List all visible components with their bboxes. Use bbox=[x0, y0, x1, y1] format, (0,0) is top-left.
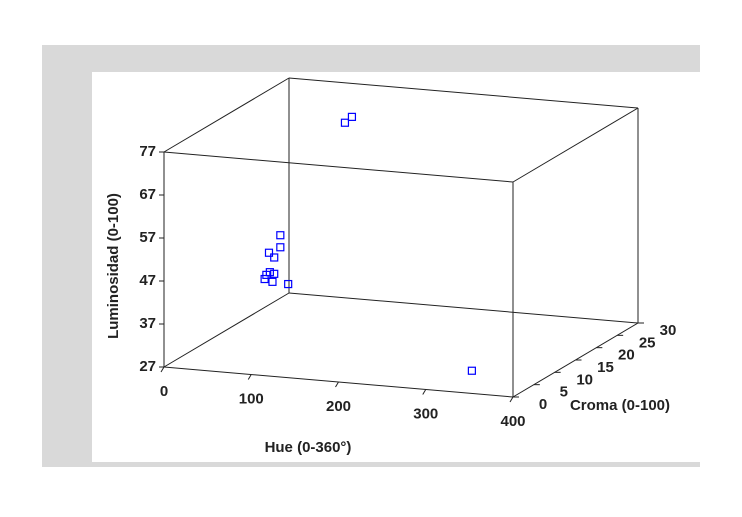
z-tick-label: 77 bbox=[139, 143, 156, 160]
box-edge bbox=[163, 292, 290, 368]
x-tick bbox=[509, 396, 514, 403]
y-tick-label: 0 bbox=[539, 396, 547, 413]
point bbox=[276, 243, 285, 252]
point bbox=[265, 268, 274, 277]
z-tick-label: 67 bbox=[139, 186, 156, 203]
point bbox=[467, 366, 476, 375]
z-axis-title: Luminosidad (0-100) bbox=[105, 193, 122, 339]
x-tick-label: 400 bbox=[500, 413, 525, 430]
z-tick-label: 27 bbox=[139, 358, 156, 375]
y-tick-label: 10 bbox=[576, 371, 593, 388]
point bbox=[276, 231, 285, 240]
point bbox=[264, 248, 274, 257]
x-tick bbox=[335, 381, 339, 388]
box-edge bbox=[288, 77, 639, 109]
box-edge bbox=[512, 107, 639, 183]
point bbox=[347, 112, 357, 121]
box-edge bbox=[163, 151, 514, 183]
x-tick bbox=[422, 389, 427, 395]
plot-area bbox=[92, 72, 700, 462]
z-tick-label: 47 bbox=[139, 272, 156, 289]
point bbox=[268, 277, 277, 286]
point bbox=[270, 253, 279, 262]
box-edge bbox=[288, 292, 639, 324]
x-tick bbox=[160, 366, 165, 373]
x-tick-label: 0 bbox=[160, 383, 168, 400]
box-edge bbox=[163, 77, 290, 153]
y-axis-title: Croma (0-100) bbox=[570, 397, 670, 414]
x-tick-label: 200 bbox=[326, 398, 351, 415]
x-axis-title: Hue (0-360°) bbox=[265, 439, 352, 456]
y-tick-label: 20 bbox=[618, 347, 635, 364]
point bbox=[340, 118, 350, 127]
z-tick-label: 37 bbox=[139, 315, 156, 332]
x-tick-label: 300 bbox=[413, 405, 438, 422]
z-tick-label: 57 bbox=[139, 229, 156, 246]
y-tick-label: 30 bbox=[660, 322, 677, 339]
y-tick-label: 25 bbox=[639, 334, 656, 351]
point bbox=[260, 274, 269, 284]
point bbox=[270, 269, 279, 278]
x-tick bbox=[247, 374, 252, 380]
y-tick-label: 15 bbox=[597, 359, 614, 376]
y-tick-label: 5 bbox=[560, 384, 568, 401]
x-tick-label: 100 bbox=[239, 390, 264, 407]
point bbox=[284, 279, 293, 289]
